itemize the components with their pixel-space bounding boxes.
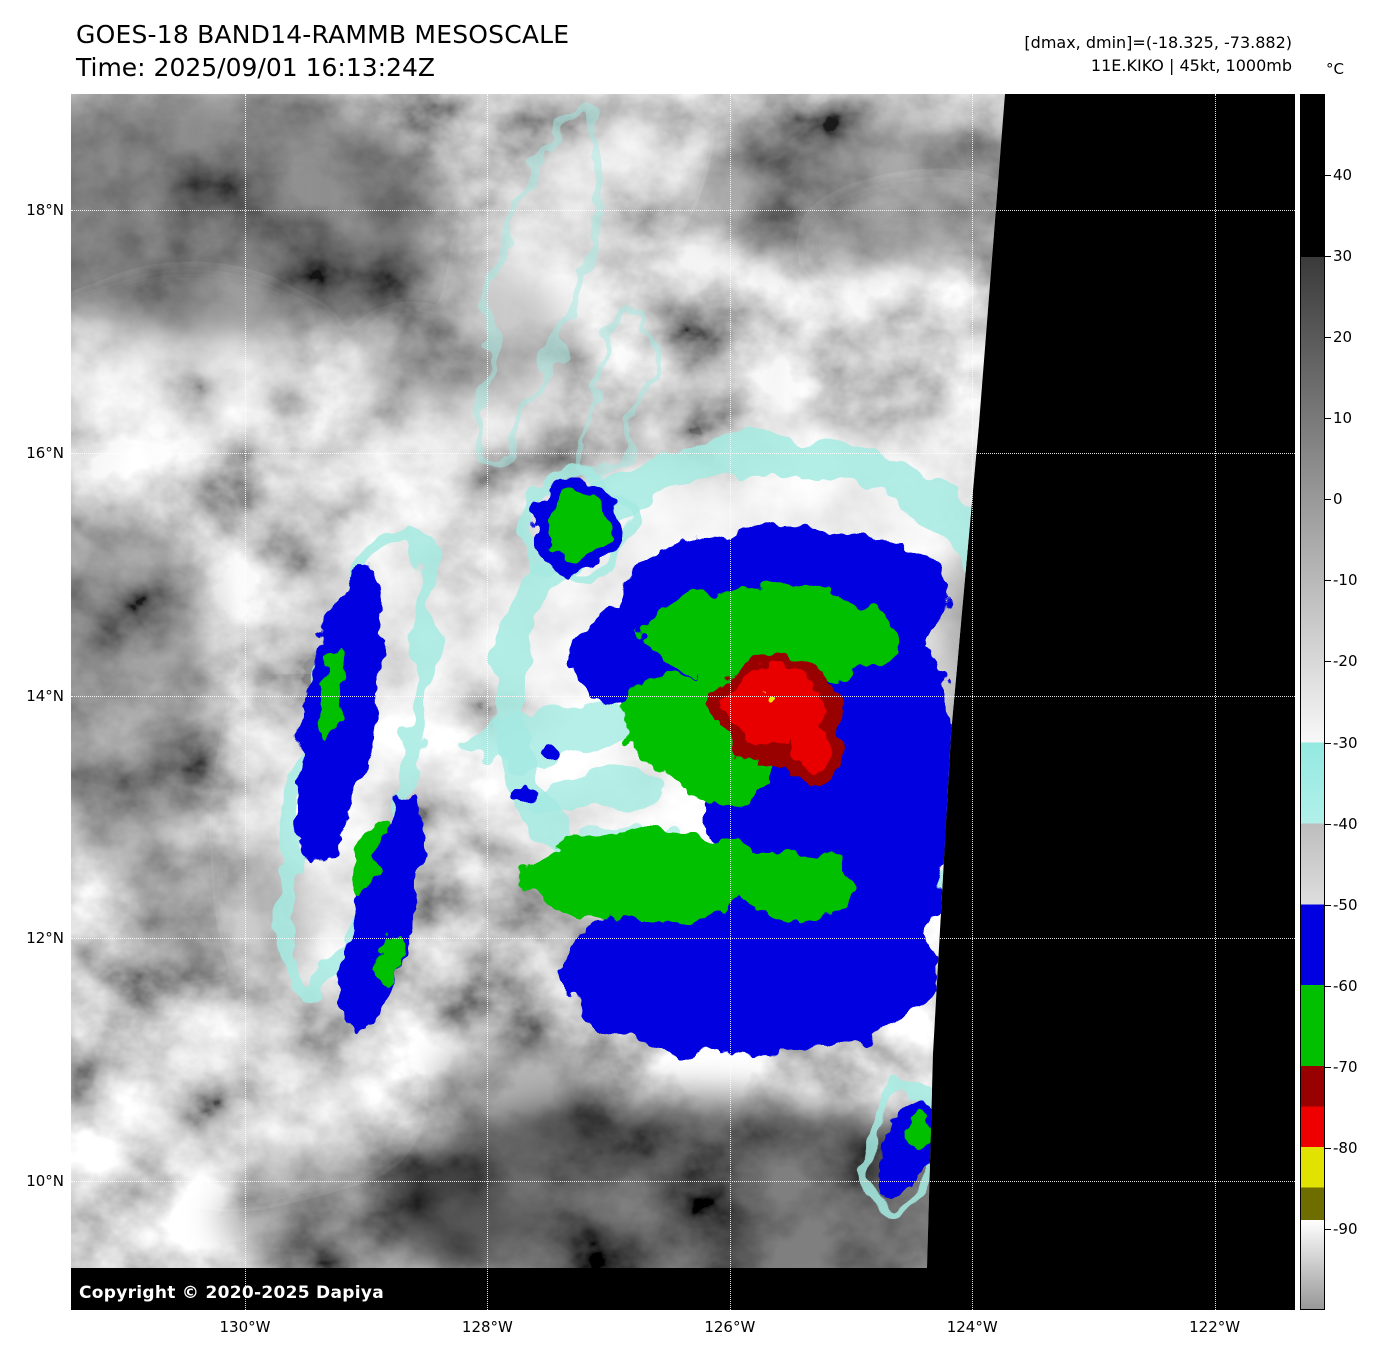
colorbar-tick-mark <box>1325 499 1331 501</box>
colorbar-tick-mark <box>1325 418 1331 420</box>
lat-tick-label: 10°N <box>26 1172 64 1191</box>
colorbar-tick-label: -20 <box>1333 652 1358 671</box>
product-title: GOES-18 BAND14-RAMMB MESOSCALE <box>76 20 570 49</box>
lon-tick-label: 130°W <box>219 1318 271 1336</box>
lat-tick-label: 18°N <box>26 201 64 219</box>
colorbar-tick-label: 40 <box>1333 166 1353 185</box>
lon-tick-label: 124°W <box>946 1318 998 1336</box>
satellite-image-plot: Copyright © 2020-2025 Dapiya <box>71 94 1295 1310</box>
colorbar-tick-label: -80 <box>1333 1138 1358 1157</box>
colorbar-tick-mark <box>1325 742 1331 744</box>
lat-tick-label: 16°N <box>26 443 64 462</box>
lon-tick-label: 122°W <box>1189 1318 1241 1336</box>
colorbar-tick-label: -10 <box>1333 571 1358 590</box>
copyright-label: Copyright © 2020-2025 Dapiya <box>79 1283 384 1303</box>
colorbar-tick-mark <box>1325 904 1331 906</box>
storm-info-readout: 11E.KIKO | 45kt, 1000mb <box>1090 56 1292 75</box>
dmax-dmin-readout: [dmax, dmin]=(-18.325, -73.882) <box>1024 33 1292 52</box>
colorbar-tick-mark <box>1325 985 1331 987</box>
lat-tick-label: 12°N <box>26 929 64 948</box>
colorbar-tick-mark <box>1325 1228 1331 1230</box>
colorbar-tick-label: -30 <box>1333 733 1358 752</box>
storm-enhancement-overlay <box>296 480 958 1199</box>
colorbar-tick-mark <box>1325 661 1331 663</box>
colorbar-tick-label: -70 <box>1333 1057 1358 1076</box>
lon-tick-label: 126°W <box>704 1318 756 1336</box>
satellite-imagery <box>71 94 1295 1310</box>
colorbar-tick-label: 30 <box>1333 247 1353 266</box>
colorbar-tick-label: -90 <box>1333 1219 1358 1238</box>
colorbar-tick-mark <box>1325 175 1331 177</box>
colorbar-unit-label: °C <box>1326 60 1344 78</box>
colorbar-tick-label: 20 <box>1333 328 1353 347</box>
temperature-colorbar <box>1300 94 1325 1310</box>
colorbar-tick-mark <box>1325 256 1331 258</box>
lat-tick-label: 14°N <box>26 686 64 705</box>
colorbar-tick-label: 0 <box>1333 490 1343 509</box>
colorbar-tick-label: -60 <box>1333 976 1358 995</box>
colorbar-tick-mark <box>1325 580 1331 582</box>
satellite-data-region <box>71 94 1005 1268</box>
annotation-block: [dmax, dmin]=(-18.325, -73.882) 11E.KIKO… <box>1024 31 1292 77</box>
colorbar-tick-mark <box>1325 1147 1331 1149</box>
colorbar-tick-mark <box>1325 823 1331 825</box>
colorbar-tick-label: -40 <box>1333 814 1358 833</box>
product-time: Time: 2025/09/01 16:13:24Z <box>76 53 435 82</box>
colorbar-tick-label: -50 <box>1333 895 1358 914</box>
lon-tick-label: 128°W <box>461 1318 513 1336</box>
colorbar-tick-mark <box>1325 337 1331 339</box>
colorbar-tick-mark <box>1325 1066 1331 1068</box>
colorbar-tick-label: 10 <box>1333 409 1353 428</box>
